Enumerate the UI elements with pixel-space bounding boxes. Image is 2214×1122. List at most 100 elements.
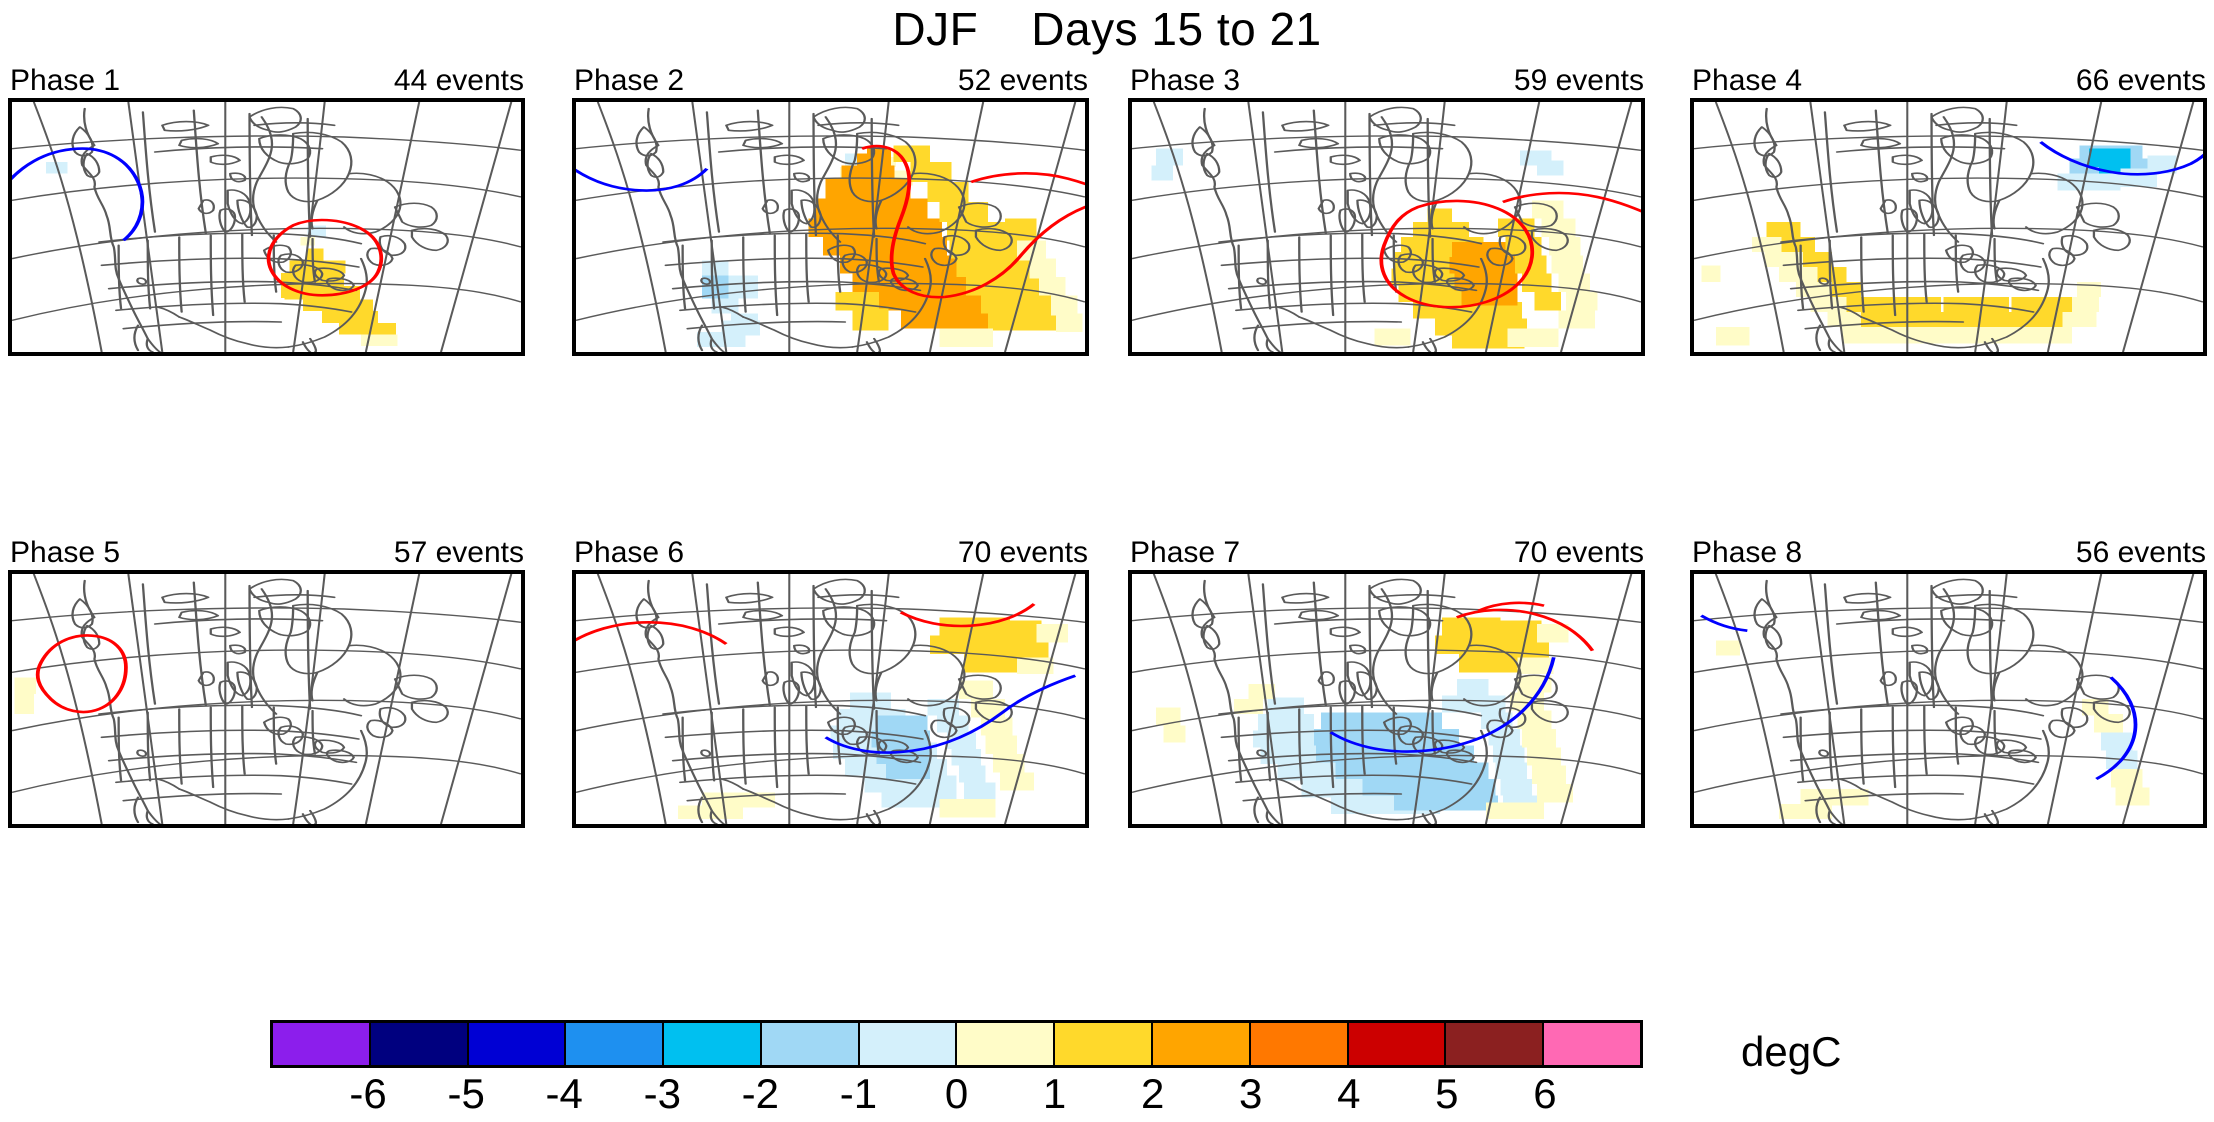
panel-event-count: 52 events [957,64,1088,97]
anomaly-shading-layer [1715,640,2150,819]
contour-line [12,147,145,242]
anomaly-cell [1975,297,2010,312]
map-outline [2092,699,2131,724]
map-outline [671,280,922,292]
colorbar-swatch-blue [468,1023,567,1065]
map-outline [782,680,801,705]
map-outline [906,172,966,235]
map-canvas [1694,102,2203,352]
map-outline [1407,729,1488,820]
colorbar-swatch-dark-orange [1250,1023,1349,1065]
map-outline [1900,208,1919,233]
anomaly-cell [1829,282,1862,297]
map-outline [325,749,355,764]
map-outline [792,644,811,655]
map-outline [115,302,353,313]
graticule-line [12,227,521,260]
map-outline [1235,774,1473,785]
map-outline [1799,716,1805,782]
map-outline [705,583,721,705]
panel-event-count: 57 events [393,536,524,569]
map-outline [122,320,283,330]
graticule-line [1132,607,1641,624]
map-outline [258,134,312,165]
map-outline [725,120,774,132]
map-outline [1242,320,1403,330]
map-outline [816,116,842,243]
map-outline [2048,247,2076,267]
map-outline [725,592,774,604]
graticule-line [1694,282,2203,321]
colorbar-tick: -2 [741,1070,780,1117]
map-outline [117,716,123,782]
map-outline [156,778,181,790]
coastline-layer [635,106,1013,352]
anomaly-cell [1955,312,1995,327]
map-outline [161,592,210,604]
map-outline [1935,122,2018,127]
map-outline [1378,606,1432,637]
map-outline [1433,267,1466,282]
anomaly-cell [1313,729,1460,746]
colorbar-swatch-pink [1544,1023,1640,1065]
map-outline [1256,277,1268,285]
map-outline [1879,671,1897,687]
coastline-layer [71,106,449,352]
anomaly-cell [825,178,911,199]
map-outline [742,708,747,785]
map-outline [1944,716,1974,736]
graticule-line [1560,574,1633,824]
graticule-line [364,574,421,824]
anomaly-cell [963,654,1027,673]
map-outline [1200,107,1282,352]
map-outline [1191,126,1214,157]
panel-header: Phase 4 66 events [1690,64,2207,98]
map-outline [146,239,152,310]
map-outline [1368,106,1422,133]
map-outline [1329,154,1361,166]
map-outline [1312,581,1328,707]
panel-phase-label: Phase 3 [1130,64,1241,97]
map-outline [1934,116,1960,243]
anomaly-cell [1701,265,1721,282]
colorbar-tick: 6 [1533,1070,1557,1117]
map-outline [782,208,801,233]
map-outline [812,578,866,605]
map-outline [1273,618,1444,625]
map-outline [1338,208,1357,233]
map-outline [635,598,658,629]
contour-line [35,634,128,714]
anomaly-cell [927,699,959,716]
map-outline [178,609,220,621]
map-outline [1940,606,1994,637]
panel-header: Phase 3 59 events [1128,64,1645,98]
map-outline [1372,116,1398,243]
contour-layer [35,634,128,714]
map-outline [1988,117,1994,238]
graticule-line [1694,754,2203,793]
anomaly-cell [1522,729,1557,748]
map-outline [1530,699,1569,724]
map-outline [1891,154,1923,166]
anomaly-cell [1413,222,1469,237]
contour-layer [1379,191,1641,309]
map-outline [1392,706,1398,765]
anomaly-cell [852,308,889,331]
map-frame [572,98,1089,356]
map-outline [1930,106,1984,133]
map-outline [98,704,363,717]
graticule-line [1132,754,1641,793]
map-outline [1995,267,2028,282]
contour-layer [1700,614,2138,781]
graticule-line [928,574,985,824]
map-outline [1828,711,1834,782]
map-outline [115,774,353,785]
map-outline [1368,584,1374,709]
map-outline [1338,680,1357,705]
anomaly-cell [1253,730,1331,748]
map-outline [209,626,241,638]
map-outline [1818,749,1830,757]
map-frame [1128,98,1645,356]
map-outline [1397,725,1425,746]
map-outline [906,644,966,707]
